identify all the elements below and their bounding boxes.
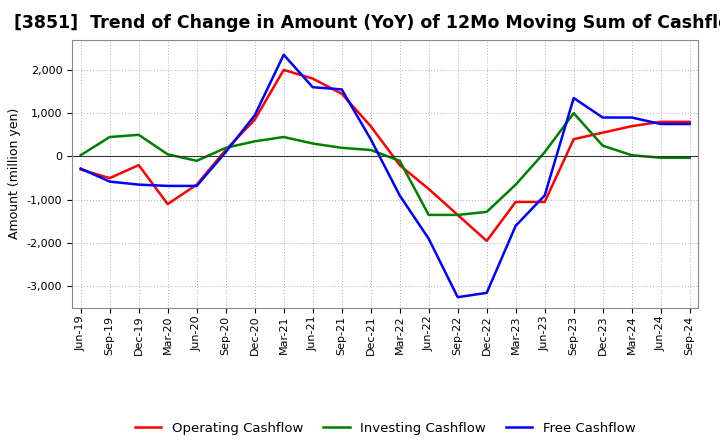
- Investing Cashflow: [338, 145, 346, 150]
- Operating Cashflow: [135, 162, 143, 168]
- Investing Cashflow: [163, 152, 172, 157]
- Free Cashflow: [395, 193, 404, 198]
- Investing Cashflow: [424, 212, 433, 217]
- Investing Cashflow: [685, 155, 694, 161]
- Operating Cashflow: [308, 76, 317, 81]
- Operating Cashflow: [627, 124, 636, 129]
- Operating Cashflow: [454, 212, 462, 217]
- Y-axis label: Amount (million yen): Amount (million yen): [8, 108, 21, 239]
- Operating Cashflow: [192, 182, 201, 187]
- Investing Cashflow: [482, 209, 491, 215]
- Investing Cashflow: [135, 132, 143, 137]
- Investing Cashflow: [627, 153, 636, 158]
- Operating Cashflow: [221, 147, 230, 153]
- Title: [3851]  Trend of Change in Amount (YoY) of 12Mo Moving Sum of Cashflows: [3851] Trend of Change in Amount (YoY) o…: [14, 15, 720, 33]
- Free Cashflow: [338, 87, 346, 92]
- Line: Operating Cashflow: Operating Cashflow: [81, 70, 690, 241]
- Investing Cashflow: [511, 182, 520, 187]
- Free Cashflow: [627, 115, 636, 120]
- Free Cashflow: [221, 150, 230, 155]
- Investing Cashflow: [454, 212, 462, 217]
- Free Cashflow: [366, 136, 375, 142]
- Free Cashflow: [657, 121, 665, 127]
- Operating Cashflow: [598, 130, 607, 136]
- Line: Free Cashflow: Free Cashflow: [81, 55, 690, 297]
- Investing Cashflow: [76, 153, 85, 158]
- Investing Cashflow: [570, 110, 578, 116]
- Operating Cashflow: [541, 199, 549, 205]
- Operating Cashflow: [511, 199, 520, 205]
- Free Cashflow: [279, 52, 288, 57]
- Operating Cashflow: [395, 162, 404, 168]
- Operating Cashflow: [163, 202, 172, 207]
- Free Cashflow: [482, 290, 491, 296]
- Operating Cashflow: [105, 176, 114, 181]
- Line: Investing Cashflow: Investing Cashflow: [81, 113, 690, 215]
- Free Cashflow: [424, 236, 433, 242]
- Operating Cashflow: [657, 119, 665, 125]
- Investing Cashflow: [279, 134, 288, 139]
- Operating Cashflow: [482, 238, 491, 243]
- Free Cashflow: [570, 95, 578, 101]
- Investing Cashflow: [395, 158, 404, 163]
- Operating Cashflow: [424, 186, 433, 191]
- Free Cashflow: [251, 113, 259, 118]
- Free Cashflow: [308, 84, 317, 90]
- Investing Cashflow: [308, 141, 317, 146]
- Free Cashflow: [511, 223, 520, 228]
- Operating Cashflow: [279, 67, 288, 73]
- Free Cashflow: [105, 179, 114, 184]
- Free Cashflow: [541, 193, 549, 198]
- Free Cashflow: [454, 294, 462, 300]
- Operating Cashflow: [251, 117, 259, 122]
- Operating Cashflow: [366, 124, 375, 129]
- Investing Cashflow: [251, 139, 259, 144]
- Investing Cashflow: [221, 145, 230, 150]
- Free Cashflow: [685, 121, 694, 127]
- Free Cashflow: [163, 183, 172, 189]
- Investing Cashflow: [598, 143, 607, 148]
- Free Cashflow: [135, 182, 143, 187]
- Investing Cashflow: [366, 147, 375, 153]
- Investing Cashflow: [192, 158, 201, 163]
- Operating Cashflow: [570, 136, 578, 142]
- Legend: Operating Cashflow, Investing Cashflow, Free Cashflow: Operating Cashflow, Investing Cashflow, …: [130, 417, 641, 440]
- Free Cashflow: [192, 183, 201, 189]
- Free Cashflow: [76, 166, 85, 171]
- Operating Cashflow: [76, 167, 85, 172]
- Investing Cashflow: [657, 155, 665, 161]
- Operating Cashflow: [338, 91, 346, 96]
- Investing Cashflow: [105, 134, 114, 139]
- Investing Cashflow: [541, 150, 549, 155]
- Free Cashflow: [598, 115, 607, 120]
- Operating Cashflow: [685, 119, 694, 125]
